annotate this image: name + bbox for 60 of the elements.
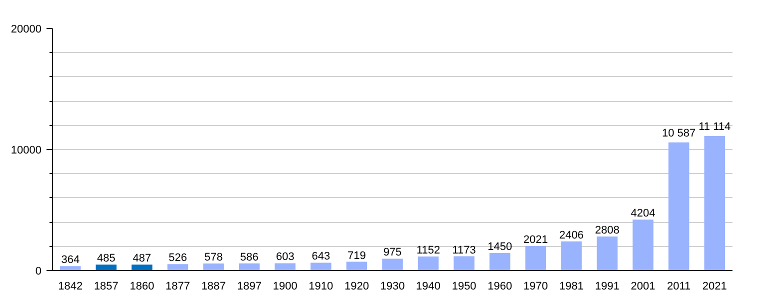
data-label: 578 (204, 252, 223, 264)
y-tick-label: 20000 (10, 24, 42, 36)
x-tick-label: 1960 (488, 280, 512, 292)
y-tick-label: 10000 (10, 144, 42, 156)
x-tick-label: 1981 (559, 280, 584, 292)
y-tick-label: 0 (35, 266, 42, 278)
bar (60, 266, 81, 270)
x-tick-label: 1930 (380, 280, 405, 292)
bar (382, 258, 403, 270)
bar (274, 263, 296, 270)
data-label: 364 (61, 254, 80, 266)
data-label: 603 (276, 251, 294, 264)
x-tick-label: 2001 (630, 280, 656, 292)
bar (454, 256, 474, 270)
x-tick-label: 1920 (344, 280, 369, 292)
x-tick-label: 1887 (201, 280, 226, 292)
bar (418, 256, 439, 270)
bar (632, 220, 654, 270)
data-label: 485 (97, 252, 116, 265)
data-label: 1152 (416, 244, 440, 257)
bar (132, 264, 152, 270)
x-tick-label: 1950 (452, 280, 476, 292)
bar (596, 236, 618, 270)
bar (310, 262, 332, 270)
bar (668, 142, 690, 270)
x-tick-label: 1857 (94, 280, 118, 292)
bar (203, 264, 224, 270)
x-tick-label: 1897 (237, 280, 262, 292)
data-label: 526 (168, 252, 187, 264)
x-tick-label: 1910 (308, 280, 334, 292)
data-label: 719 (348, 250, 366, 262)
data-label: 2808 (595, 224, 620, 237)
bar (704, 136, 725, 270)
bar (489, 252, 510, 270)
bar (238, 263, 260, 270)
x-tick-label: 2011 (666, 280, 691, 292)
bar (96, 264, 117, 270)
data-label: 2021 (523, 234, 548, 246)
x-tick-label: 1900 (272, 280, 298, 292)
data-label: 643 (312, 250, 330, 263)
data-label: 487 (132, 252, 152, 265)
x-tick-label: 1842 (58, 280, 83, 292)
x-tick-label: 1970 (523, 280, 548, 292)
x-tick-label: 1877 (166, 280, 190, 292)
x-tick-label: 1860 (130, 280, 154, 292)
bar (561, 241, 582, 270)
x-tick-label: 2021 (702, 280, 727, 292)
bar (346, 262, 368, 270)
x-tick-label: 1940 (416, 280, 441, 292)
data-label: 975 (383, 246, 402, 259)
data-label: 10 587 (662, 127, 696, 140)
data-label: 1173 (452, 244, 476, 256)
bar (167, 264, 188, 270)
bar (525, 246, 546, 270)
data-label: 11 114 (698, 121, 731, 134)
x-tick-label: 1991 (595, 280, 620, 292)
data-label: 2406 (559, 229, 584, 242)
data-label: 1450 (488, 240, 512, 253)
data-label: 4204 (630, 208, 656, 220)
data-label: 586 (240, 251, 259, 264)
